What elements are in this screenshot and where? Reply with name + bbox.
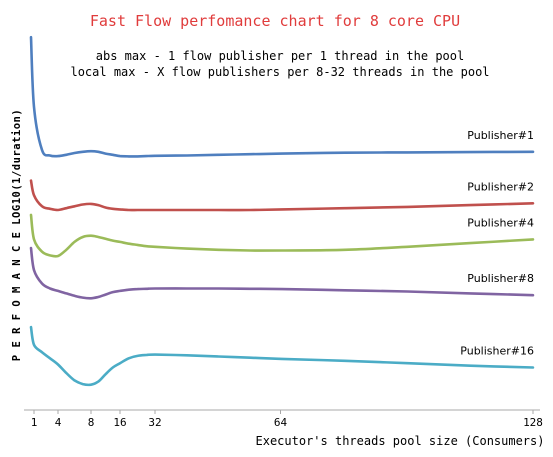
series-label: Publisher#8 [467,272,534,285]
series-line-publisher-2 [29,179,535,212]
chart-subtitle-line-1: abs max - 1 flow publisher per 1 thread … [96,49,464,63]
x-axis-label: Executor's threads pool size (Consumers) [256,434,545,448]
series-labels: Publisher#1 Publisher#2 Publisher#4 Publish… [460,129,534,358]
x-tick-label: 4 [55,416,62,429]
x-tick-label: 16 [113,416,126,429]
x-tick-label: 128 [523,416,543,429]
x-tick-label: 64 [274,416,288,429]
series-line-publisher-4 [29,213,535,258]
x-tick-label: 1 [31,416,38,429]
series-lines [29,35,535,387]
x-tick-label: 8 [88,416,95,429]
series-label: Publisher#1 [467,129,534,142]
chart-subtitle-line-2: local max - X flow publishers per 8-32 t… [70,65,489,79]
series-line-publisher-1 [29,35,535,158]
series-label: Publisher#2 [467,180,534,193]
series-line-publisher-16 [29,325,535,387]
series-label: Publisher#16 [460,345,534,358]
series-line-publisher-8 [29,246,535,300]
chart-title: Fast Flow perfomance chart for 8 core CP… [90,12,460,30]
y-axis-label: P E R F O M A N C E LOG10(1/duration) [11,109,23,361]
x-axis-ticks: 1 4 8 16 32 64 128 [31,410,543,429]
x-tick-label: 32 [148,416,161,429]
series-label: Publisher#4 [467,216,534,229]
